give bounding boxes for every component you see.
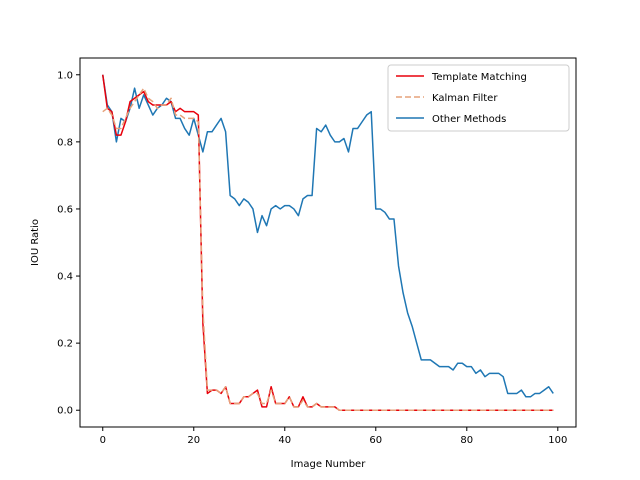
legend-box [387, 64, 570, 132]
x-tick-label: 20 [187, 435, 200, 446]
legend-label: Template Matching [431, 72, 527, 83]
y-tick-label: 0.4 [57, 272, 73, 283]
x-axis: 0 20 40 60 80 100 [100, 427, 567, 446]
y-tick-label: 0.8 [57, 137, 73, 148]
x-tick-label: 0 [100, 435, 106, 446]
legend-label: Other Methods [432, 114, 506, 125]
plot-area-frame [79, 57, 577, 428]
y-axis-label: IOU Ratio [30, 219, 41, 266]
x-tick-label: 40 [278, 435, 291, 446]
y-axis: 0.0 0.2 0.4 0.6 0.8 1.0 [57, 70, 80, 417]
legend-label: Kalman Filter [432, 93, 498, 104]
x-tick-label: 80 [460, 435, 473, 446]
legend: Template Matching Kalman Filter Other Meth… [387, 64, 570, 132]
y-tick-label: 0.2 [57, 339, 73, 350]
x-tick-label: 60 [369, 435, 382, 446]
series-line-other-methods [102, 74, 554, 398]
y-tick-label: 0.0 [57, 406, 73, 417]
y-tick-label: 0.6 [57, 204, 73, 215]
x-axis-label: Image Number [291, 459, 367, 470]
x-tick-label: 100 [548, 435, 567, 446]
y-tick-label: 1.0 [57, 70, 73, 81]
plot-lines [102, 74, 554, 411]
series-line-template-matching [102, 74, 554, 411]
